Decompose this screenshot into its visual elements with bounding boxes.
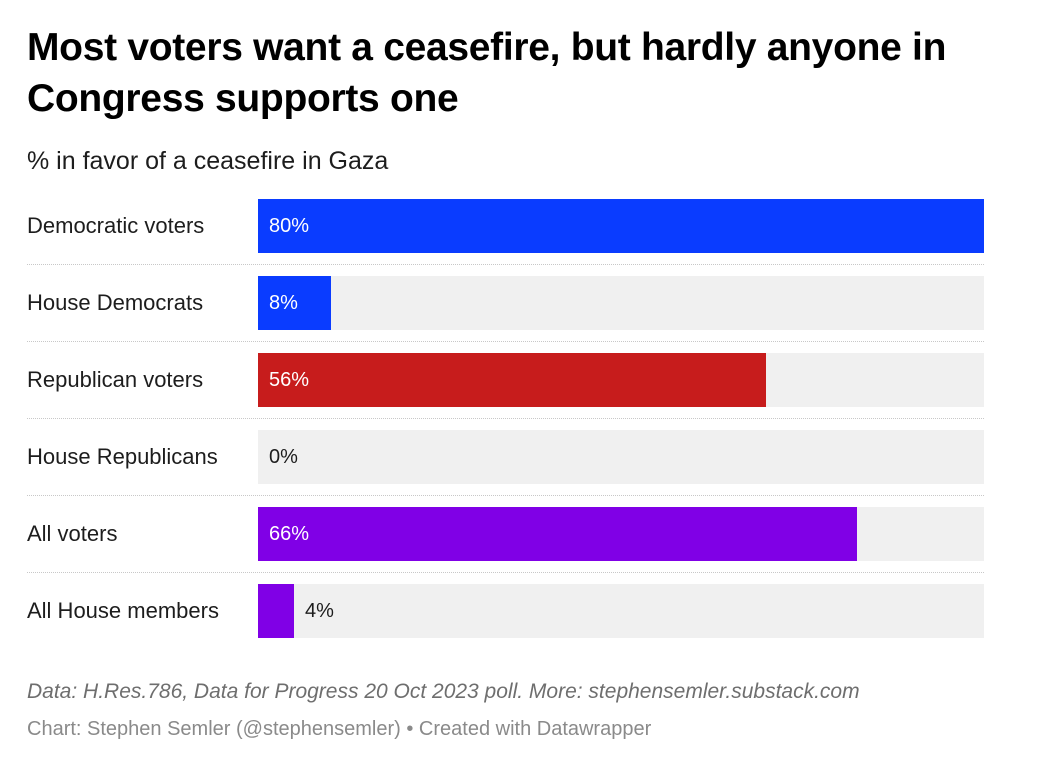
value-label: 0% xyxy=(269,446,298,468)
value-label: 80% xyxy=(269,215,310,237)
category-label: All voters xyxy=(27,521,118,546)
chart-byline: Chart: Stephen Semler (@stephensemler) •… xyxy=(27,718,652,740)
bar-track xyxy=(258,584,984,638)
category-label: House Democrats xyxy=(27,290,204,315)
value-label: 8% xyxy=(269,292,298,314)
bar xyxy=(258,276,331,330)
row-separator xyxy=(27,495,984,496)
bar-track xyxy=(258,430,984,484)
chart-title: Most voters want a ceasefire, but hardly… xyxy=(27,26,947,120)
value-label: 66% xyxy=(269,523,310,545)
source-notes: Data: H.Res.786, Data for Progress 20 Oc… xyxy=(27,680,860,703)
row-separator xyxy=(27,264,984,265)
bar xyxy=(258,507,857,561)
value-label: 56% xyxy=(269,369,310,391)
chart-subtitle: % in favor of a ceasefire in Gaza xyxy=(27,147,389,175)
category-label: Republican voters xyxy=(27,367,204,392)
bar xyxy=(258,353,766,407)
row-separator xyxy=(27,341,984,342)
category-label: House Republicans xyxy=(27,444,218,469)
bar xyxy=(258,199,984,253)
category-label: All House members xyxy=(27,598,219,623)
row-separator xyxy=(27,418,984,419)
row-separator xyxy=(27,572,984,573)
category-label: Democratic voters xyxy=(27,213,205,238)
bar-track xyxy=(258,276,984,330)
bar xyxy=(258,584,294,638)
value-label: 4% xyxy=(305,600,334,622)
